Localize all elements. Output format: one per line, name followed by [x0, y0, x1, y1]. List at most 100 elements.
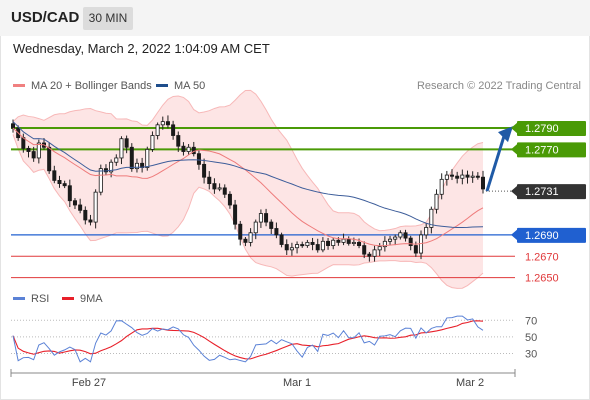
price-tag-bg [517, 121, 586, 137]
candle-body [305, 241, 310, 246]
price-tag-label: 1.2650 [525, 273, 559, 285]
candle-body [357, 241, 362, 246]
price-tag-label: 1.2790 [525, 123, 559, 135]
rsi-level-label: 70 [525, 315, 537, 327]
candle-body [346, 238, 351, 244]
price-tag-pointer [511, 143, 518, 156]
candle-body [264, 213, 269, 223]
candle-body [336, 239, 341, 243]
candle-body [93, 191, 98, 223]
candle-body [398, 232, 403, 238]
price-tag-bg [517, 142, 586, 158]
rsi-level-label: 50 [525, 332, 537, 344]
candle-body [480, 176, 485, 190]
price-tag-bg [517, 227, 586, 243]
bollinger-label: MA 20 + Bollinger Bands [31, 80, 152, 92]
candle-body [26, 147, 31, 152]
candle-body [243, 238, 248, 243]
candle-body [295, 244, 300, 249]
candle-body [227, 193, 232, 206]
candle-body [129, 146, 134, 170]
price-tag-label: 1.2770 [525, 144, 559, 156]
candle-body [202, 163, 207, 178]
candle-body [160, 121, 165, 126]
candle-body [124, 138, 129, 148]
price-tag-label: 1.2670 [525, 251, 559, 263]
price-tag-label: 1.2731 [525, 186, 559, 198]
candle-body [78, 204, 83, 211]
candle-body [279, 234, 284, 245]
candle-body [258, 213, 263, 223]
legend-9ma: 9MA [62, 293, 103, 305]
candle-body [424, 227, 429, 236]
projection-arrow-shaft [485, 135, 506, 192]
candle-body [222, 187, 227, 195]
candle-body [393, 236, 398, 240]
candle-body [341, 238, 346, 243]
candle-body [186, 146, 191, 152]
candle-body [176, 135, 181, 147]
candle-body [429, 208, 434, 228]
legend-bollinger: MA 20 + Bollinger Bands [13, 80, 152, 92]
candle-body [408, 237, 413, 246]
candle-body [377, 246, 382, 251]
candle-body [145, 149, 150, 168]
candle-body [212, 183, 217, 190]
bollinger-band-area [13, 90, 483, 289]
candle-body [403, 232, 408, 239]
symbol-title: USD/CAD [11, 9, 80, 26]
candle-body [196, 153, 201, 165]
rsi-level-label: 30 [525, 349, 537, 361]
research-credit: Research © 2022 Trading Central [416, 80, 581, 92]
candle-body [315, 244, 320, 251]
candle-body [253, 221, 258, 234]
ma50-swatch [156, 83, 168, 87]
candle-body [289, 247, 294, 251]
ma50-line [12, 121, 484, 228]
candle-body [326, 240, 331, 246]
candle-body [248, 232, 253, 243]
candle-body [331, 239, 336, 246]
candle-body [217, 187, 222, 190]
price-tag-pointer [511, 228, 518, 241]
candle-body [119, 138, 124, 159]
candle-body [450, 174, 455, 177]
rsi-swatch [13, 296, 25, 300]
candle-body [88, 219, 93, 223]
candle-body [134, 162, 139, 170]
candle-body [351, 241, 356, 244]
candle-body [372, 249, 377, 257]
candle-body [388, 238, 393, 242]
candle-body [31, 151, 36, 159]
candle-body [207, 176, 212, 185]
x-axis-label: Mar 1 [283, 377, 311, 389]
candle-body [455, 175, 460, 179]
candle-body [362, 245, 367, 255]
legend-ma50: MA 50 [156, 80, 205, 92]
candle-body [83, 209, 88, 221]
ma9-label: 9MA [80, 293, 103, 305]
chart-datetime: Wednesday, March 2, 2022 1:04:09 AM CET [13, 41, 270, 56]
candle-body [72, 200, 77, 206]
candle-body [465, 174, 470, 178]
price-tag-pointer [511, 122, 518, 135]
candle-body [52, 170, 57, 181]
x-axis-label: Feb 27 [72, 377, 106, 389]
projection-arrow-head [498, 126, 513, 143]
timeframe-badge[interactable]: 30 MIN [83, 7, 133, 30]
candle-body [460, 174, 465, 179]
bollinger-swatch [13, 83, 25, 87]
rsi-label: RSI [31, 293, 50, 305]
candle-body [36, 142, 41, 159]
ma50-label: MA 50 [174, 80, 206, 92]
candle-body [475, 175, 480, 178]
candle-body [439, 178, 444, 195]
candle-body [10, 123, 15, 129]
rsi-line [12, 315, 484, 363]
price-tag-label: 1.2690 [525, 230, 559, 242]
price-tag-bg [517, 184, 586, 200]
candle-body [62, 183, 67, 187]
candle-body [155, 124, 160, 136]
ma20-line [12, 127, 484, 247]
